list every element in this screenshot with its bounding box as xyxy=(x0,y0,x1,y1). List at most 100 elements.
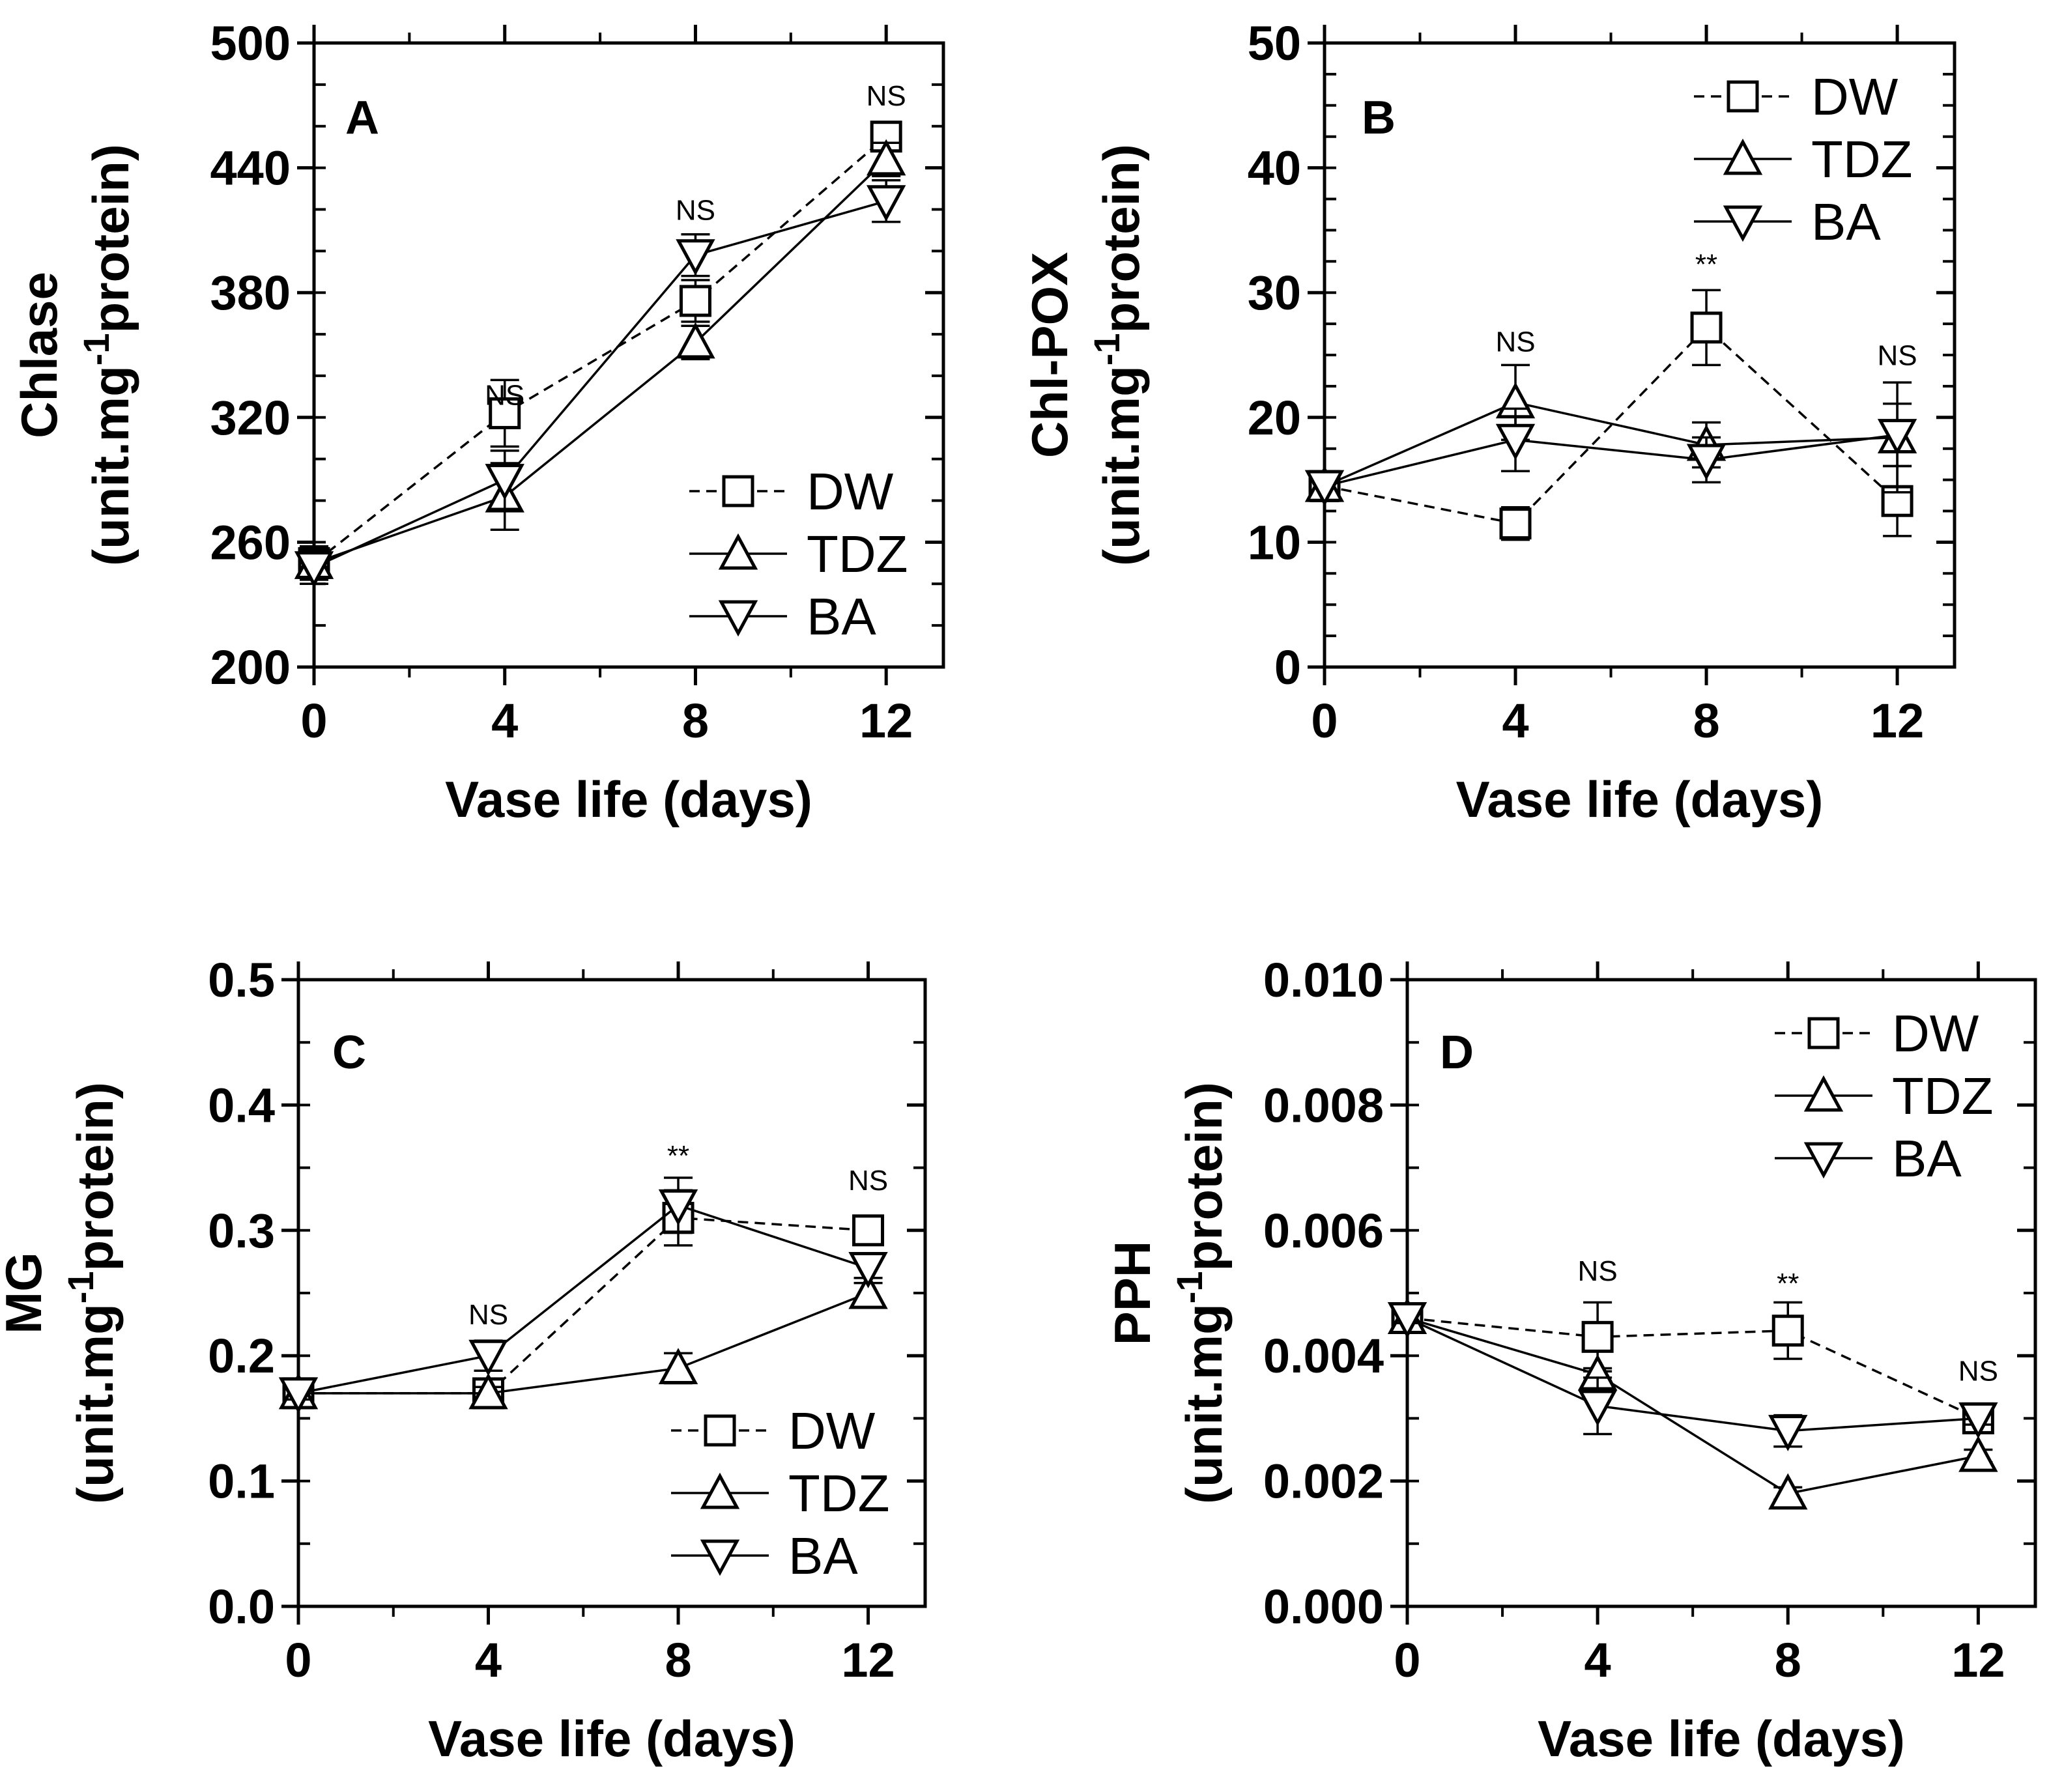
x-tick-label: 12 xyxy=(841,1633,895,1687)
significance-label: ** xyxy=(1695,248,1717,280)
data-point-ba xyxy=(676,239,715,276)
data-point-dw xyxy=(1771,1315,1804,1347)
legend-marker xyxy=(718,600,758,637)
x-axis-label: Vase life (days) xyxy=(1456,771,1824,828)
x-tick-label: 4 xyxy=(491,694,518,748)
x-axis-label: Vase life (days) xyxy=(428,1710,796,1767)
y-tick-label: 0.1 xyxy=(208,1455,275,1509)
data-point-ba xyxy=(1768,1415,1808,1451)
data-point-dw xyxy=(1690,311,1723,344)
data-point-ba xyxy=(848,1252,888,1288)
legend-item-tdz: TDZ xyxy=(671,1464,890,1522)
data-point-tdz xyxy=(848,1272,888,1309)
y-axis-label: PPH xyxy=(1104,1241,1161,1345)
data-point-tdz xyxy=(658,1348,698,1384)
legend-marker xyxy=(1723,138,1763,175)
x-tick-label: 0 xyxy=(300,694,327,748)
panel-c: 0.0 0.1 0.2 0.3 0.4 0.5 0 4 8 12 Vase life (days) M… xyxy=(0,953,927,1767)
y-tick-label: 500 xyxy=(210,16,291,70)
significance-label: ** xyxy=(667,1140,689,1172)
data-point-tdz xyxy=(866,139,906,176)
significance-label: NS xyxy=(485,380,524,412)
legend-label: BA xyxy=(788,1527,858,1585)
plot-frame xyxy=(312,41,945,669)
y-tick-label: 0.002 xyxy=(1263,1455,1384,1509)
data-point-ba xyxy=(1877,419,1917,455)
legend-label: TDZ xyxy=(807,525,908,583)
x-tick-label: 4 xyxy=(475,1633,502,1687)
x-tick-label: 8 xyxy=(1693,694,1719,748)
legend-item-dw: DW xyxy=(671,1402,876,1460)
series-ba xyxy=(294,179,906,588)
data-point-ba xyxy=(485,464,524,500)
data-point-ba xyxy=(1495,423,1536,461)
data-point-dw xyxy=(852,1214,885,1247)
panel-d: 0.000 0.002 0.004 0.006 0.008 0.010 0 4 8 12 Vase … xyxy=(1104,953,2037,1767)
data-point-ba xyxy=(1958,1402,1998,1439)
y-tick-label: 380 xyxy=(210,266,291,320)
legend-item-tdz: TDZ xyxy=(1694,130,1913,188)
legend-label: BA xyxy=(807,588,876,646)
legend-marker xyxy=(718,533,758,570)
x-tick-label: 0 xyxy=(1394,1633,1420,1687)
y-tick-label: 0.000 xyxy=(1263,1580,1384,1634)
significance-label: NS xyxy=(867,80,906,112)
y-tick-label: 0.5 xyxy=(208,953,275,1007)
data-point-ba xyxy=(1686,444,1727,481)
series-line xyxy=(1407,1316,1979,1432)
legend-label: TDZ xyxy=(1892,1067,1994,1125)
series-line xyxy=(1407,1316,1979,1495)
y-tick-label: 320 xyxy=(210,391,291,445)
data-point-ba xyxy=(866,185,906,221)
data-point-tdz xyxy=(468,1372,508,1410)
y-tick-label: 0.4 xyxy=(208,1078,275,1132)
y-tick-label: 0.006 xyxy=(1263,1204,1384,1258)
x-tick-label: 12 xyxy=(1951,1633,2005,1687)
significance-label: NS xyxy=(848,1165,888,1197)
data-point-tdz xyxy=(676,322,715,359)
y-tick-label: 30 xyxy=(1248,266,1301,320)
series-line xyxy=(1324,326,1899,525)
legend-item-dw: DW xyxy=(1775,1004,1979,1062)
x-tick-label: 0 xyxy=(1311,694,1338,748)
series-line xyxy=(298,1204,869,1395)
y-tick-label: 40 xyxy=(1248,141,1301,195)
significance-label: NS xyxy=(1495,326,1535,358)
significance-label: NS xyxy=(1878,339,1917,371)
legend-marker xyxy=(704,1414,736,1447)
series-line xyxy=(298,1292,869,1395)
y-tick-label: 0.004 xyxy=(1263,1329,1384,1383)
data-point-ba xyxy=(1387,1301,1427,1339)
x-axis-label: Vase life (days) xyxy=(1538,1710,1905,1767)
series-line xyxy=(1324,433,1898,487)
data-point-ba xyxy=(278,1377,319,1414)
legend-item-dw: DW xyxy=(689,462,894,520)
legend-marker xyxy=(1723,205,1763,242)
legend-marker xyxy=(1727,80,1759,113)
y-tick-label: 50 xyxy=(1248,16,1301,70)
series-line xyxy=(313,158,887,564)
x-axis-label: Vase life (days) xyxy=(445,771,812,828)
y-tick-label: 0.2 xyxy=(208,1329,275,1383)
legend-item-ba: BA xyxy=(689,588,876,646)
x-tick-label: 12 xyxy=(859,694,913,748)
legend-label: DW xyxy=(1811,68,1899,126)
y-tick-label: 0.008 xyxy=(1263,1078,1384,1132)
y-tick-label: 20 xyxy=(1248,391,1301,445)
x-tick-label: 12 xyxy=(1870,694,1924,748)
legend-label: BA xyxy=(1811,193,1881,251)
panel-letter: B xyxy=(1362,92,1396,144)
legend-marker xyxy=(1803,1142,1844,1179)
data-point-tdz xyxy=(1768,1473,1808,1510)
legend-marker xyxy=(700,1539,740,1576)
significance-label: ** xyxy=(1777,1268,1799,1300)
legend-item-ba: BA xyxy=(1694,193,1881,251)
legend-item-ba: BA xyxy=(671,1527,858,1585)
panel-letter: A xyxy=(345,92,379,144)
y-tick-label: 0.0 xyxy=(208,1580,275,1634)
x-tick-label: 0 xyxy=(285,1633,311,1687)
legend-label: DW xyxy=(788,1402,876,1460)
